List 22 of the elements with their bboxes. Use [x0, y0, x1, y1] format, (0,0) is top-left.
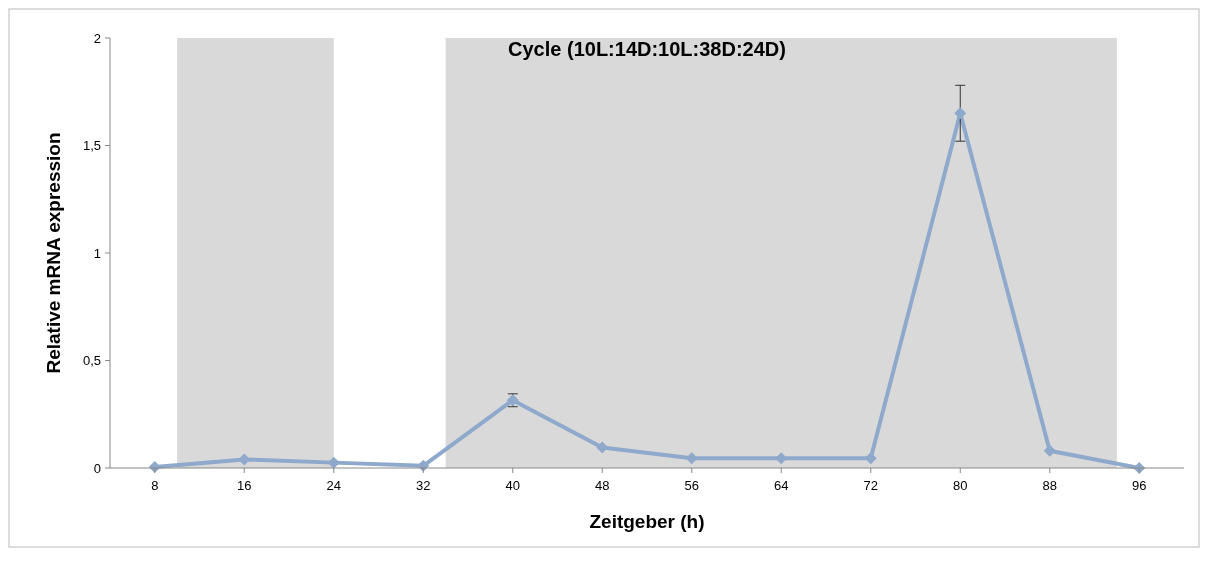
x-tick-label: 96 [1132, 478, 1147, 493]
x-tick-label: 72 [863, 478, 878, 493]
y-axis-title: Relative mRNA expression [43, 132, 64, 374]
x-tick-label: 56 [684, 478, 699, 493]
point [954, 107, 967, 120]
x-axis-title: Zeitgeber (h) [589, 511, 705, 532]
x-tick-label: 80 [953, 478, 968, 493]
point [1043, 444, 1056, 457]
x-tick-label: 8 [151, 478, 159, 493]
y-tick-label: 1,5 [82, 138, 101, 154]
x-tick-label: 64 [774, 478, 789, 493]
x-tick-label: 24 [326, 478, 341, 493]
y-tick-label: 0,5 [82, 353, 101, 369]
x-tick-label: 40 [505, 478, 520, 493]
x-tick-label: 16 [237, 478, 252, 493]
y-tick-label: 2 [93, 30, 101, 46]
y-tick-label: 0 [93, 460, 101, 476]
y-tick-label: 1 [93, 245, 101, 261]
x-tick-label: 88 [1042, 478, 1057, 493]
chart-title: Cycle (10L:14D:10L:38D:24D) [508, 38, 786, 60]
x-tick-label: 48 [595, 478, 610, 493]
x-tick-label: 32 [416, 478, 431, 493]
